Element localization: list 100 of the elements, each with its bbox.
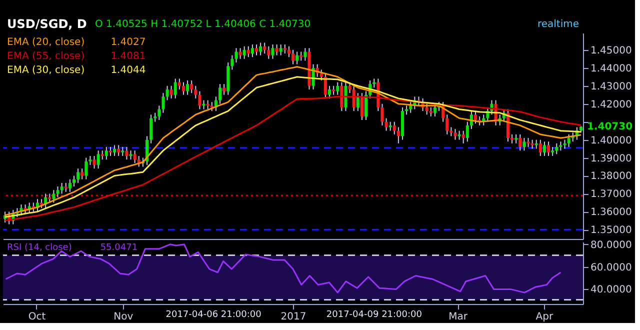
candlestick bbox=[522, 137, 526, 152]
y-tick-label: 1.37000 bbox=[590, 189, 632, 200]
line-series bbox=[5, 244, 562, 294]
y-tick-label: 80.0000 bbox=[590, 240, 632, 251]
y-tick-label: 1.44000 bbox=[590, 63, 632, 74]
candlestick bbox=[170, 85, 173, 99]
annotation: 1.4081 bbox=[110, 51, 146, 62]
chart-title: USD/SGD, D bbox=[7, 17, 87, 31]
candlestick bbox=[125, 146, 128, 160]
candlestick bbox=[538, 139, 542, 156]
y-tick-label: 40.0000 bbox=[590, 284, 632, 296]
y-tick-label: 1.36000 bbox=[590, 207, 632, 218]
y-tick-label: 1.42000 bbox=[590, 99, 632, 110]
candlestick bbox=[259, 42, 262, 56]
candlestick bbox=[80, 168, 84, 180]
candlestick bbox=[84, 157, 88, 180]
candlestick bbox=[234, 48, 238, 63]
candlestick bbox=[320, 69, 323, 81]
text: realtime bbox=[537, 19, 579, 30]
x-tick-label: Apr bbox=[536, 312, 554, 322]
candlestick bbox=[356, 92, 360, 112]
text: EMA (30, close) bbox=[7, 65, 85, 76]
candlestick bbox=[425, 103, 428, 116]
candlestick bbox=[182, 82, 185, 96]
text: 2017-04-09 21:00:00 bbox=[326, 310, 422, 320]
candlestick bbox=[324, 72, 327, 99]
candlestick bbox=[246, 46, 250, 58]
candlestick bbox=[567, 134, 570, 148]
candlestick bbox=[104, 146, 108, 160]
candlestick bbox=[263, 42, 266, 54]
candlestick bbox=[287, 46, 290, 58]
candlestick bbox=[76, 168, 80, 184]
x-tick-label: Oct bbox=[28, 312, 46, 322]
text: EMA (55, close) bbox=[7, 51, 85, 62]
candlestick bbox=[267, 46, 270, 60]
candlestick bbox=[474, 110, 478, 124]
candlestick bbox=[352, 85, 356, 112]
candlestick bbox=[409, 102, 412, 114]
text: O 1.40525 H 1.40752 L 1.40406 C 1.40730 bbox=[95, 19, 311, 30]
candlestick bbox=[396, 126, 400, 144]
candlestick bbox=[158, 105, 161, 120]
candlestick bbox=[186, 80, 190, 96]
candlestick bbox=[150, 114, 153, 144]
candlestick bbox=[194, 85, 198, 99]
text: 1.40730 bbox=[587, 122, 633, 133]
candlestick bbox=[166, 85, 169, 101]
candlestick bbox=[518, 134, 522, 152]
candlestick bbox=[328, 85, 332, 99]
y-tick-label: 60.0000 bbox=[590, 262, 632, 274]
x-tick-label: 2017 bbox=[280, 312, 306, 322]
candlestick bbox=[454, 128, 457, 140]
y-tick-label: 1.39000 bbox=[590, 153, 632, 164]
candlestick bbox=[56, 186, 60, 198]
candlestick bbox=[292, 49, 294, 65]
y-tick-label: 1.38000 bbox=[590, 171, 632, 182]
annotation: 55.0471 bbox=[100, 243, 138, 253]
candlestick bbox=[360, 92, 364, 120]
candlestick bbox=[392, 121, 396, 135]
candlestick bbox=[222, 84, 226, 96]
candlestick bbox=[275, 44, 278, 56]
candlestick bbox=[344, 82, 348, 112]
candlestick bbox=[72, 175, 76, 188]
candlestick bbox=[218, 84, 222, 104]
candlestick bbox=[296, 51, 299, 65]
text: EMA (20, close) bbox=[7, 37, 85, 48]
candlestick bbox=[380, 103, 384, 126]
candlestick bbox=[384, 118, 388, 132]
x-tick-label: Mar bbox=[448, 312, 468, 322]
candlestick bbox=[555, 142, 558, 155]
text: 2017-04-06 21:00:00 bbox=[166, 310, 262, 320]
candlestick bbox=[336, 82, 340, 96]
candlestick bbox=[254, 44, 258, 56]
annotation: 1.4044 bbox=[110, 65, 146, 76]
candlestick bbox=[52, 190, 56, 204]
candlestick bbox=[117, 144, 120, 156]
candlestick bbox=[133, 150, 136, 164]
candlestick bbox=[446, 114, 449, 135]
series-label: RSI (14, close) bbox=[7, 243, 72, 253]
candlestick bbox=[242, 46, 246, 60]
y-tick-label: 1.35000 bbox=[590, 225, 632, 236]
candlestick bbox=[466, 121, 469, 142]
candlestick bbox=[547, 141, 550, 156]
annotation: 1.4027 bbox=[110, 37, 146, 48]
x-tick-label: Nov bbox=[114, 312, 134, 322]
candlestick bbox=[113, 144, 116, 156]
y-tick-label: 1.40000 bbox=[590, 135, 632, 146]
y-tick-label: 1.45000 bbox=[590, 45, 632, 56]
candlestick bbox=[178, 78, 181, 90]
candlestick bbox=[364, 90, 368, 120]
candlestick bbox=[230, 54, 234, 70]
y-tick-label: 1.43000 bbox=[590, 81, 632, 92]
candlestick bbox=[304, 48, 307, 62]
candlestick bbox=[60, 182, 64, 194]
candlestick bbox=[68, 178, 72, 192]
candlestick bbox=[238, 48, 242, 60]
candlestick bbox=[462, 130, 465, 144]
candlestick bbox=[174, 78, 177, 99]
candlestick bbox=[271, 44, 274, 60]
candlestick bbox=[250, 44, 254, 58]
candlestick bbox=[162, 92, 165, 114]
